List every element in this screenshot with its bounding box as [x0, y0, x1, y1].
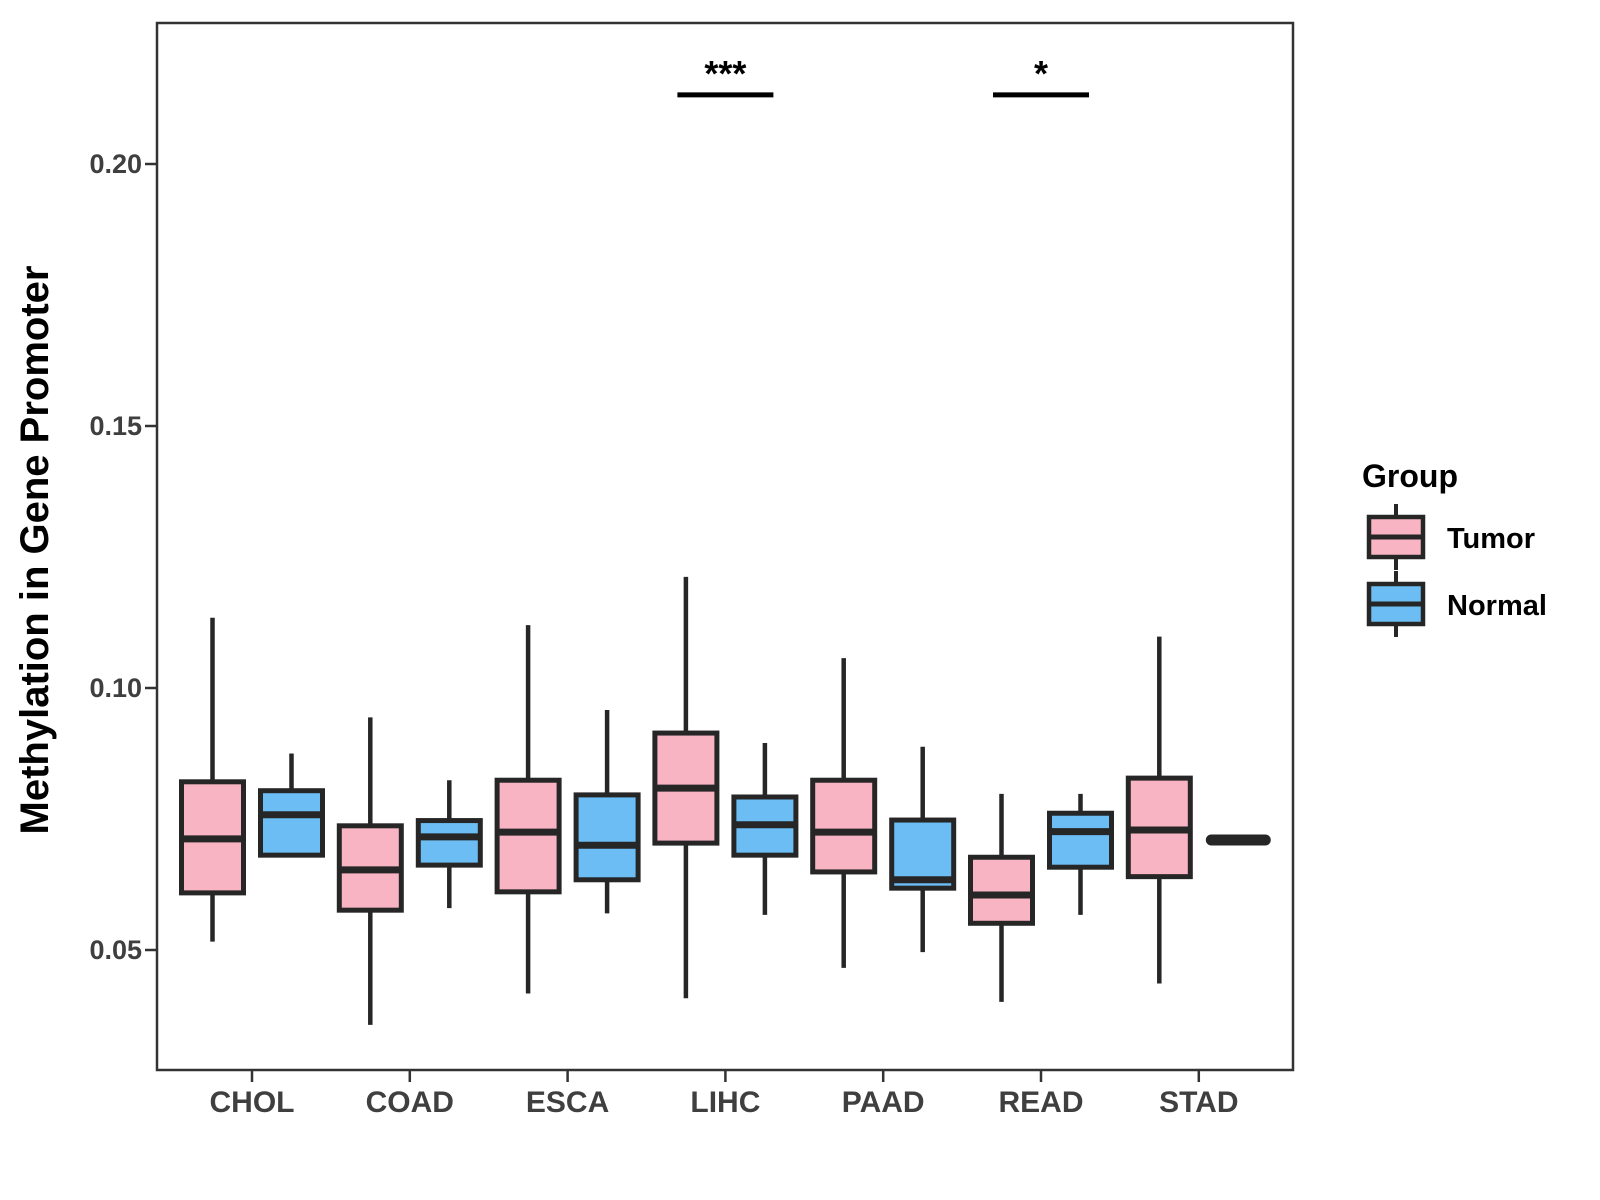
- significance-stars: ***: [704, 53, 746, 94]
- x-tick-label-paad: PAAD: [842, 1086, 925, 1119]
- legend-glyphs: [1366, 504, 1426, 637]
- box-tumor-stad: [1125, 636, 1193, 984]
- significance-stars: *: [1034, 53, 1048, 94]
- y-tick-label: 0.10: [89, 673, 142, 703]
- box-series: [179, 576, 1271, 1025]
- y-tick-label: 0.15: [89, 411, 142, 441]
- box-normal-read: [1047, 793, 1114, 915]
- x-tick-label-chol: CHOL: [210, 1086, 295, 1119]
- box-tumor-read: [968, 793, 1035, 1002]
- box-normal-coad: [415, 780, 483, 909]
- iqr-box: [258, 788, 325, 858]
- iqr-box: [810, 777, 878, 875]
- iqr-box: [494, 777, 562, 895]
- legend-glyph-tumor-icon: [1366, 504, 1426, 570]
- iqr-box: [1047, 810, 1114, 870]
- legend: Group Tumor Normal: [1362, 458, 1547, 637]
- x-tick-label-lihc: LIHC: [690, 1086, 760, 1119]
- legend-label-normal: Normal: [1447, 590, 1547, 622]
- iqr-box: [968, 854, 1035, 926]
- y-axis-title: Methylation in Gene Promoter: [13, 266, 57, 835]
- box-tumor-esca: [494, 625, 562, 994]
- box-tumor-coad: [336, 717, 404, 1025]
- box-normal-lihc: [731, 743, 799, 915]
- significance-annotations: *** *: [677, 53, 1089, 98]
- legend-title: Group: [1362, 458, 1458, 494]
- box-normal-paad: [889, 746, 957, 953]
- axes: 0.05 0.10 0.15 0.20 CHOL COAD ESCA LIHC PAAD READ…: [89, 149, 1238, 1119]
- iqr-box: [415, 818, 483, 868]
- x-tick-label-coad: COAD: [366, 1086, 454, 1119]
- x-tick-label-stad: STAD: [1159, 1086, 1238, 1119]
- iqr-box: [573, 792, 641, 883]
- box-normal-esca: [573, 710, 641, 914]
- plot-panel: [155, 21, 1295, 1072]
- legend-label-tumor: Tumor: [1447, 523, 1535, 555]
- box-normal-chol: [258, 753, 325, 858]
- y-tick-label: 0.20: [89, 149, 142, 179]
- box-tumor-lihc: [652, 576, 720, 999]
- legend-glyph-normal-icon: [1366, 571, 1426, 637]
- x-tick-label-read: READ: [998, 1086, 1083, 1119]
- x-tick-label-esca: ESCA: [526, 1086, 609, 1119]
- box-tumor-chol: [179, 617, 246, 942]
- y-tick-label: 0.05: [89, 935, 142, 965]
- box-tumor-paad: [810, 658, 878, 968]
